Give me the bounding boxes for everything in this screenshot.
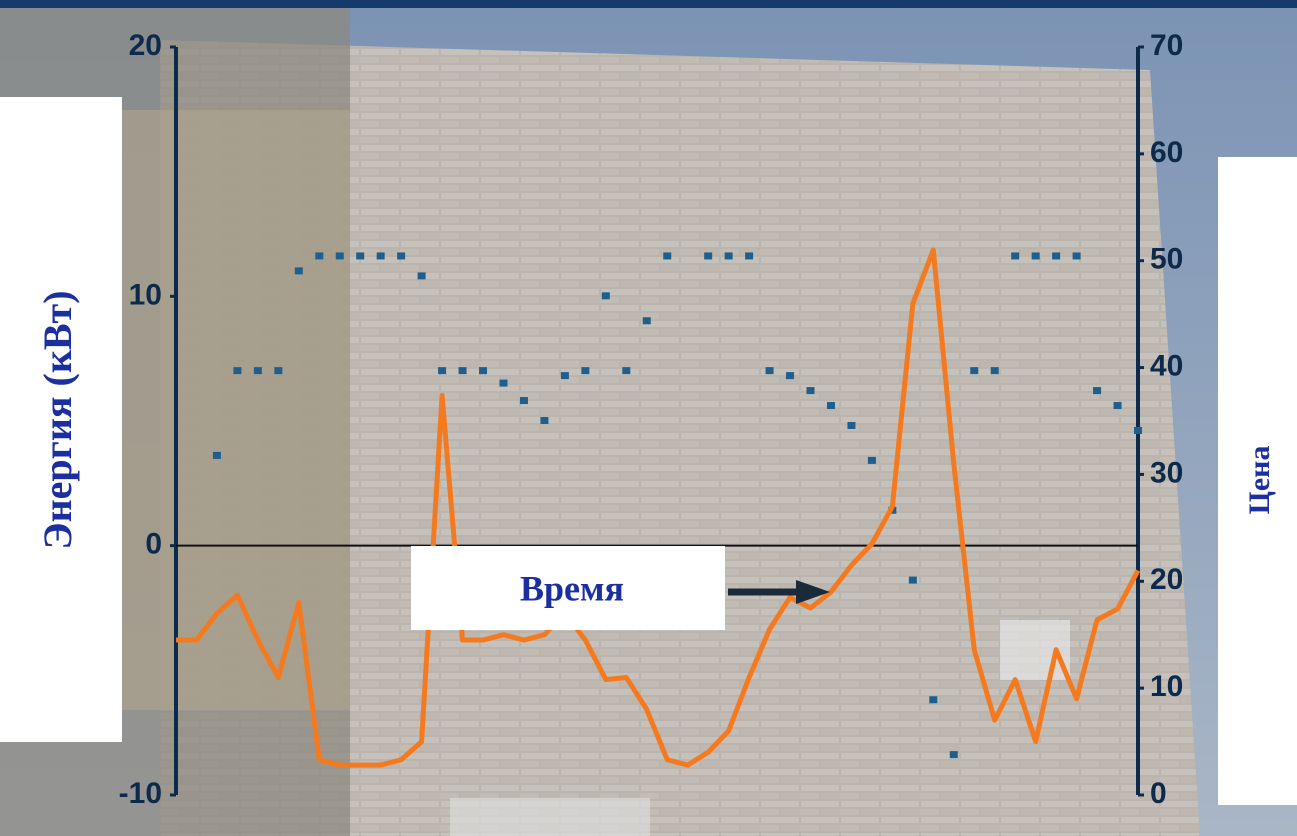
scatter-point (642, 317, 651, 325)
scatter-point (212, 451, 221, 459)
scatter-point (356, 252, 365, 260)
y2-axis-label: Цена (1243, 446, 1276, 515)
y-tick-label: -10 (119, 777, 162, 810)
scatter-point (1093, 387, 1102, 395)
xlabel-box (411, 546, 725, 630)
scatter-point (253, 367, 262, 375)
y2-tick-label: 40 (1150, 349, 1183, 382)
plot (170, 45, 1144, 797)
scatter-point (540, 417, 549, 424)
scatter-point (929, 696, 938, 704)
scatter-point (335, 252, 344, 260)
scatter-point (745, 252, 754, 260)
scatter-point (233, 367, 242, 375)
y2-tick-label: 50 (1150, 243, 1183, 276)
scatter-point (1052, 252, 1061, 260)
ylabel-panel (0, 97, 122, 742)
scatter-point (601, 292, 610, 300)
y2-tick-label: 10 (1150, 670, 1183, 703)
scatter-point (560, 372, 569, 380)
scatter-point (949, 751, 958, 759)
y2-tick-label: 60 (1150, 136, 1183, 169)
scatter-point (376, 252, 385, 260)
scatter-point (970, 367, 979, 375)
y2-tick-label: 30 (1150, 456, 1183, 489)
scatter-point (1031, 252, 1040, 260)
scatter-point (479, 367, 488, 375)
scatter-point (499, 379, 508, 387)
scatter-point (867, 456, 876, 464)
arrow (728, 580, 830, 604)
scatter-point (786, 372, 795, 380)
scatter-point (847, 421, 856, 429)
y2-tick-label: 0 (1150, 777, 1167, 810)
y2-tick-label: 20 (1150, 563, 1183, 596)
y-axis-label: Энергия (кВт) (35, 290, 80, 549)
scatter-point (417, 272, 426, 280)
scatter-point (990, 367, 999, 375)
scatter-point (274, 367, 283, 375)
scatter-point (1113, 402, 1122, 410)
scatter-point (438, 367, 447, 375)
scatter-point (704, 252, 713, 260)
scatter-point (908, 576, 917, 584)
scatter-point (806, 387, 815, 395)
scatter-point (826, 402, 835, 410)
scatter-point (1072, 252, 1081, 260)
scatter-point (581, 367, 590, 375)
scatter-point (315, 252, 324, 260)
scatter-point (294, 267, 303, 275)
scatter-point (1011, 252, 1020, 260)
scatter-point (397, 252, 406, 260)
y2-tick-label: 70 (1150, 29, 1183, 62)
y-tick-label: 20 (129, 29, 162, 62)
price-line (176, 247, 1141, 768)
scatter-point (622, 367, 631, 375)
x-axis-label: Время (520, 568, 624, 608)
scatter-point (765, 367, 774, 375)
y-tick-label: 0 (145, 528, 162, 561)
scatter-point (519, 397, 528, 405)
y2label-panel (1218, 157, 1297, 805)
scatter-point (1134, 426, 1142, 434)
scatter-point (663, 252, 672, 260)
scatter-point (724, 252, 733, 260)
scatter-point (458, 367, 467, 375)
y-tick-label: 10 (129, 278, 162, 311)
